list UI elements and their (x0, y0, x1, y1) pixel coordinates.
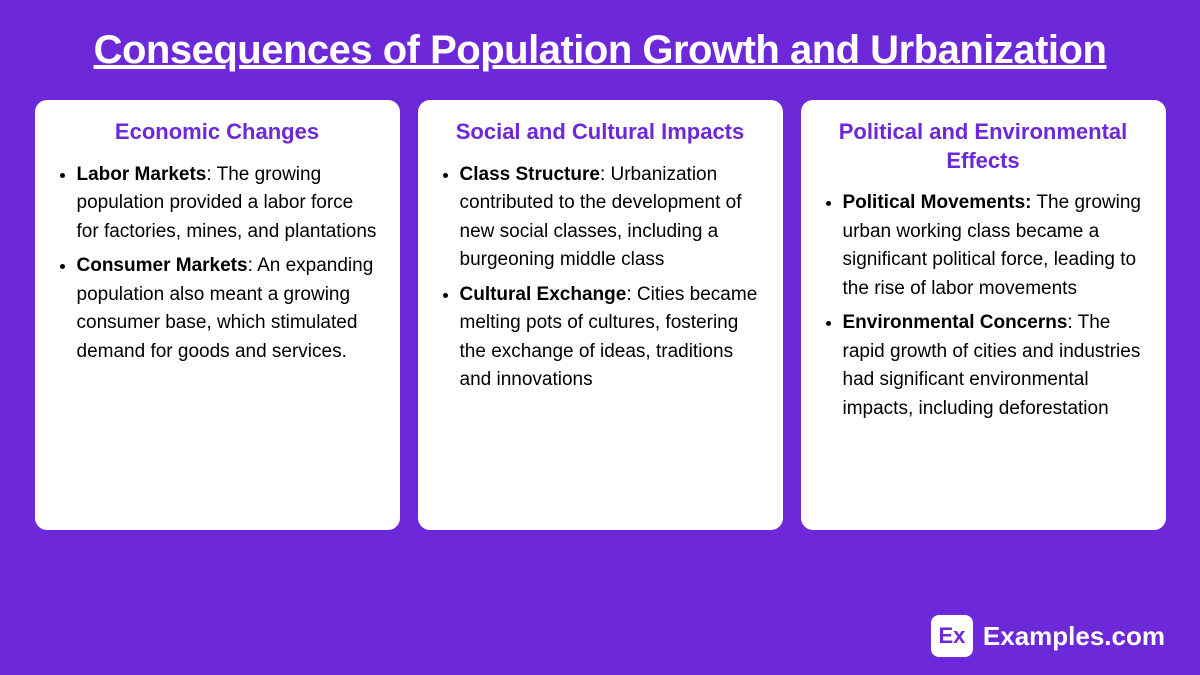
item-term: Labor Markets (77, 164, 207, 185)
cards-row: Economic Changes Labor Markets: The grow… (30, 100, 1170, 530)
list-item: Political Movements: The growing urban w… (843, 189, 1146, 303)
card-list: Class Structure: Urbanization contribute… (438, 161, 763, 395)
item-term: Environmental Concerns (843, 312, 1068, 333)
item-term: Consumer Markets (77, 255, 248, 276)
card-list: Labor Markets: The growing population pr… (55, 161, 380, 367)
list-item: Labor Markets: The growing population pr… (77, 161, 380, 247)
card-list: Political Movements: The growing urban w… (821, 189, 1146, 423)
list-item: Class Structure: Urbanization contribute… (460, 161, 763, 275)
list-item: Environmental Concerns: The rapid growth… (843, 309, 1146, 423)
list-item: Cultural Exchange: Cities became melting… (460, 281, 763, 395)
card-social: Social and Cultural Impacts Class Struct… (418, 100, 783, 530)
logo-text: Examples.com (983, 621, 1165, 652)
page-title: Consequences of Population Growth and Ur… (30, 25, 1170, 75)
card-heading: Economic Changes (55, 118, 380, 147)
card-heading: Political and Environmental Effects (821, 118, 1146, 175)
item-term: Political Movements: (843, 192, 1032, 213)
card-economic: Economic Changes Labor Markets: The grow… (35, 100, 400, 530)
card-heading: Social and Cultural Impacts (438, 118, 763, 147)
item-term: Class Structure (460, 164, 600, 185)
list-item: Consumer Markets: An expanding populatio… (77, 252, 380, 366)
item-term: Cultural Exchange (460, 284, 627, 305)
card-political: Political and Environmental Effects Poli… (801, 100, 1166, 530)
logo-icon: Ex (931, 615, 973, 657)
footer-logo: Ex Examples.com (931, 615, 1165, 657)
